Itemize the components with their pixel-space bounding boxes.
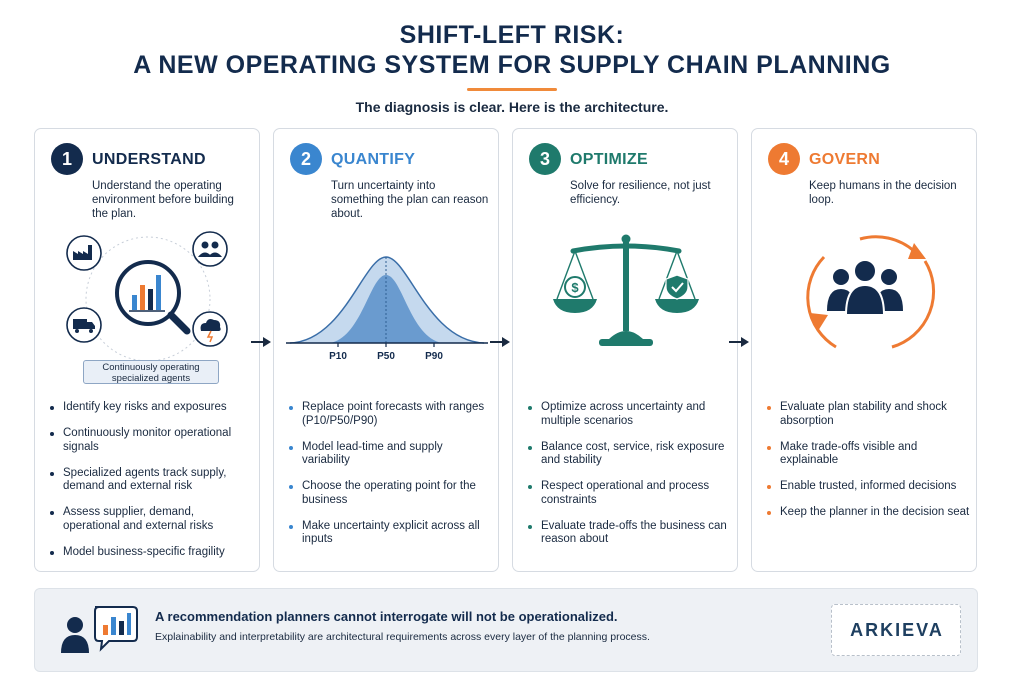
storm-cloud-icon [192,311,228,347]
footer-headline: A recommendation planners cannot interro… [155,609,618,624]
shield-check-icon [665,274,689,300]
step-number-badge: 4 [768,143,800,175]
list-item: Make uncertainty explicit across all inp… [288,520,492,547]
footer-banner: A recommendation planners cannot interro… [34,588,978,672]
card-quantify: 2 QUANTIFY Turn uncertainty into somethi… [273,128,499,572]
arrow-right-icon [490,337,510,347]
list-item: Balance cost, service, risk exposure and… [527,441,731,468]
bullet-list: Replace point forecasts with ranges (P10… [288,401,492,559]
list-item: Identify key risks and exposures [49,401,253,415]
dollar-icon: $ [564,276,586,298]
card-govern: 4 GOVERN Keep humans in the decision loo… [751,128,977,572]
bullet-list: Evaluate plan stability and shock absorp… [766,401,970,532]
bullet-list: Identify key risks and exposures Continu… [49,401,253,572]
card-title: UNDERSTAND [92,151,206,168]
list-item: Model lead-time and supply variability [288,441,492,468]
bullet-list: Optimize across uncertainty and multiple… [527,401,731,559]
card-title: GOVERN [809,151,881,168]
title-underline [467,88,557,91]
list-item: Optimize across uncertainty and multiple… [527,401,731,428]
card-optimize: 3 OPTIMIZE Solve for resilience, not jus… [512,128,738,572]
p90-label: P90 [425,351,443,362]
card-description: Keep humans in the decision loop. [809,180,957,206]
p10-label: P10 [329,351,347,362]
arrow-right-icon [729,337,749,347]
list-item: Respect operational and process constrai… [527,480,731,507]
list-item: Choose the operating point for the busin… [288,480,492,507]
step-number-badge: 2 [290,143,322,175]
truck-icon [66,307,102,343]
footer-subline: Explainability and interpretability are … [155,631,650,643]
bar-chart-magnifier-icon [115,260,191,335]
list-item: Make trade-offs visible and explainable [766,441,970,468]
list-item: Model business-specific fragility [49,546,253,560]
list-item: Continuously monitor operational signals [49,427,253,454]
step-number-badge: 3 [529,143,561,175]
list-item: Replace point forecasts with ranges (P10… [288,401,492,428]
title-line-1: SHIFT-LEFT RISK: [399,21,625,49]
step-number-badge: 1 [51,143,83,175]
arkieva-logo: ARKIEVA [831,604,961,656]
distribution-curve-icon: P10 P50 P90 [286,256,488,362]
p50-label: P50 [377,351,395,362]
agents-label: Continuously operating specialized agent… [83,360,219,384]
balance-scale-icon: $ [553,234,699,346]
page-subtitle: The diagnosis is clear. Here is the arch… [355,99,669,115]
list-item: Evaluate trade-offs the business can rea… [527,520,731,547]
list-item: Evaluate plan stability and shock absorp… [766,401,970,428]
logo-text: ARKIEVA [850,620,944,640]
person-chart-bubble-icon [61,606,138,653]
card-title: OPTIMIZE [570,151,648,168]
list-item: Enable trusted, informed decisions [766,480,970,494]
people-cycle-icon [806,235,936,349]
list-item: Assess supplier, demand, operational and… [49,506,253,533]
people-icon [192,231,228,267]
list-item: Keep the planner in the decision seat [766,506,970,520]
understand-illustration [66,231,228,362]
card-description: Turn uncertainty into something the plan… [331,180,489,220]
page-title: SHIFT-LEFT RISK: A NEW OPERATING SYSTEM … [0,20,1024,80]
list-item: Specialized agents track supply, demand … [49,467,253,494]
card-description: Solve for resilience, not just efficienc… [570,180,711,206]
arrow-right-icon [251,337,271,347]
card-understand: 1 UNDERSTAND Understand the operating en… [34,128,260,572]
card-description: Understand the operating environment bef… [92,180,234,220]
card-title: QUANTIFY [331,151,416,168]
title-line-2: A NEW OPERATING SYSTEM FOR SUPPLY CHAIN … [133,51,891,79]
svg-text:$: $ [571,280,579,295]
factory-icon [66,235,102,271]
